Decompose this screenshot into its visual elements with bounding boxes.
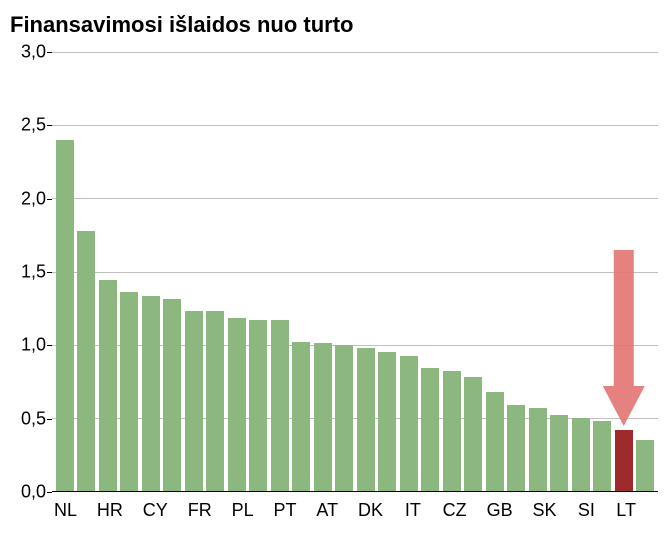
y-tick-mark	[47, 125, 52, 126]
bar	[271, 320, 289, 491]
bar-slot	[398, 52, 420, 491]
x-label	[297, 492, 317, 521]
x-label: PT	[274, 492, 297, 521]
x-label: AT	[316, 492, 338, 521]
x-label: LT	[616, 492, 636, 521]
bar-slot	[54, 52, 76, 491]
x-label	[168, 492, 188, 521]
bar	[142, 296, 160, 491]
bar	[206, 311, 224, 491]
x-label: SI	[576, 492, 596, 521]
x-label	[383, 492, 403, 521]
y-tick-mark	[47, 199, 52, 200]
x-label	[513, 492, 533, 521]
x-label	[338, 492, 358, 521]
bar-slot	[248, 52, 270, 491]
bar-slot	[484, 52, 506, 491]
bar-slot	[97, 52, 119, 491]
bar-slot	[76, 52, 98, 491]
bar-slot	[226, 52, 248, 491]
bar-slot	[205, 52, 227, 491]
x-label	[254, 492, 274, 521]
bar-slot	[334, 52, 356, 491]
x-label: NL	[54, 492, 77, 521]
bar-slot	[355, 52, 377, 491]
bar-slot	[420, 52, 442, 491]
bar-slot	[506, 52, 528, 491]
bar	[77, 231, 95, 491]
bar	[120, 292, 138, 491]
bar-slot	[140, 52, 162, 491]
bar	[507, 405, 525, 491]
bar-slot	[549, 52, 571, 491]
x-label: PL	[232, 492, 254, 521]
bar-slot	[527, 52, 549, 491]
bar	[185, 311, 203, 491]
bar-slot	[183, 52, 205, 491]
x-label	[123, 492, 143, 521]
bar-slot	[377, 52, 399, 491]
x-label: DK	[358, 492, 383, 521]
x-label: FR	[188, 492, 212, 521]
bar	[593, 421, 611, 491]
bar-slot	[441, 52, 463, 491]
bar	[421, 368, 439, 491]
bar	[443, 371, 461, 491]
bar	[314, 343, 332, 491]
x-label: CZ	[443, 492, 467, 521]
bar-slot	[162, 52, 184, 491]
bar-slot	[635, 52, 657, 491]
x-label	[596, 492, 616, 521]
bar-slot	[312, 52, 334, 491]
bar	[292, 342, 310, 491]
chart-title: Finansavimosi išlaidos nuo turto	[10, 12, 354, 38]
x-label: CY	[143, 492, 168, 521]
x-label: IT	[403, 492, 423, 521]
bar	[228, 318, 246, 491]
bar	[56, 140, 74, 491]
x-label: SK	[532, 492, 556, 521]
bar	[249, 320, 267, 491]
y-tick-mark	[47, 52, 52, 53]
bar	[572, 418, 590, 491]
x-label: HR	[97, 492, 123, 521]
x-label	[467, 492, 487, 521]
x-label	[636, 492, 656, 521]
bar-slot	[291, 52, 313, 491]
bar	[163, 299, 181, 491]
bar-slot	[463, 52, 485, 491]
bar	[400, 356, 418, 491]
bar-slot	[269, 52, 291, 491]
x-label: GB	[487, 492, 513, 521]
bar	[529, 408, 547, 491]
x-label	[556, 492, 576, 521]
bar	[335, 345, 353, 491]
bar	[550, 415, 568, 491]
bar	[615, 430, 633, 491]
bar	[464, 377, 482, 491]
bar-slot	[592, 52, 614, 491]
x-label	[77, 492, 97, 521]
bar-slot	[613, 52, 635, 491]
chart-region: 0,00,51,01,52,02,53,0 NLHRCYFRPLPTATDKIT…	[52, 52, 658, 492]
bars-container	[52, 52, 658, 491]
bar-slot	[570, 52, 592, 491]
x-label	[423, 492, 443, 521]
bar-slot	[119, 52, 141, 491]
bar	[357, 348, 375, 491]
y-tick-mark	[47, 345, 52, 346]
bar	[99, 280, 117, 491]
y-tick-mark	[47, 272, 52, 273]
plot-area	[52, 52, 658, 492]
x-label	[212, 492, 232, 521]
x-axis-labels: NL HR CY FR PL PT AT DK IT CZ GB SK SI LT	[52, 492, 658, 521]
bar	[486, 392, 504, 492]
bar	[636, 440, 654, 491]
bar	[378, 352, 396, 491]
y-tick-mark	[47, 419, 52, 420]
